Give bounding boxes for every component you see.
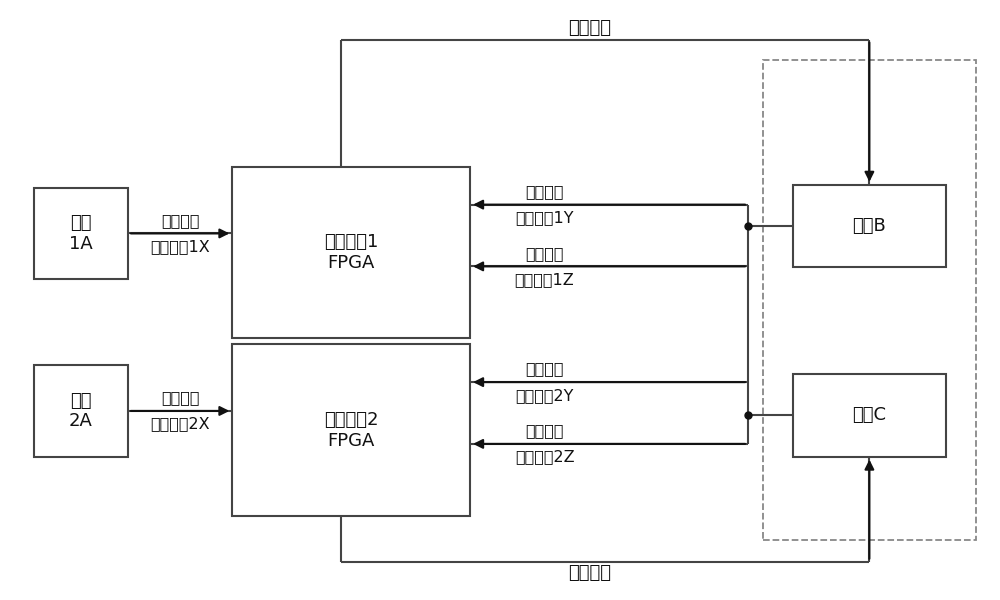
Text: 晶振
1A: 晶振 1A: [69, 214, 93, 253]
Text: 成像通路2
FPGA: 成像通路2 FPGA: [324, 411, 378, 449]
Text: 晶振B: 晶振B: [853, 217, 886, 235]
Bar: [793, 374, 946, 457]
Text: 成像通路1
FPGA: 成像通路1 FPGA: [324, 233, 378, 272]
Text: 晶振C: 晶振C: [852, 406, 886, 424]
Bar: [232, 344, 470, 516]
Text: 输入管脚2X: 输入管脚2X: [150, 416, 210, 431]
Text: 使能控制: 使能控制: [568, 565, 611, 583]
Text: 输入管脚1Y: 输入管脚1Y: [515, 210, 574, 225]
Text: 全局时钟: 全局时钟: [525, 362, 564, 377]
Text: 全局时钟: 全局时钟: [525, 246, 564, 261]
Text: 全局时钟: 全局时钟: [161, 213, 199, 228]
Bar: [34, 188, 128, 279]
Text: 全局时钟: 全局时钟: [525, 184, 564, 199]
Bar: [763, 61, 976, 539]
Text: 输入管脚1Z: 输入管脚1Z: [515, 272, 574, 287]
Text: 全局时钟: 全局时钟: [161, 391, 199, 406]
Text: 输入管脚1X: 输入管脚1X: [150, 239, 210, 254]
Bar: [34, 365, 128, 457]
Bar: [232, 167, 470, 338]
Text: 使能控制: 使能控制: [568, 19, 611, 37]
Text: 输入管脚2Z: 输入管脚2Z: [515, 449, 574, 464]
Text: 晶振
2A: 晶振 2A: [69, 392, 93, 430]
Text: 输入管脚2Y: 输入管脚2Y: [515, 388, 574, 403]
Bar: [793, 185, 946, 268]
Text: 全局时钟: 全局时钟: [525, 424, 564, 439]
